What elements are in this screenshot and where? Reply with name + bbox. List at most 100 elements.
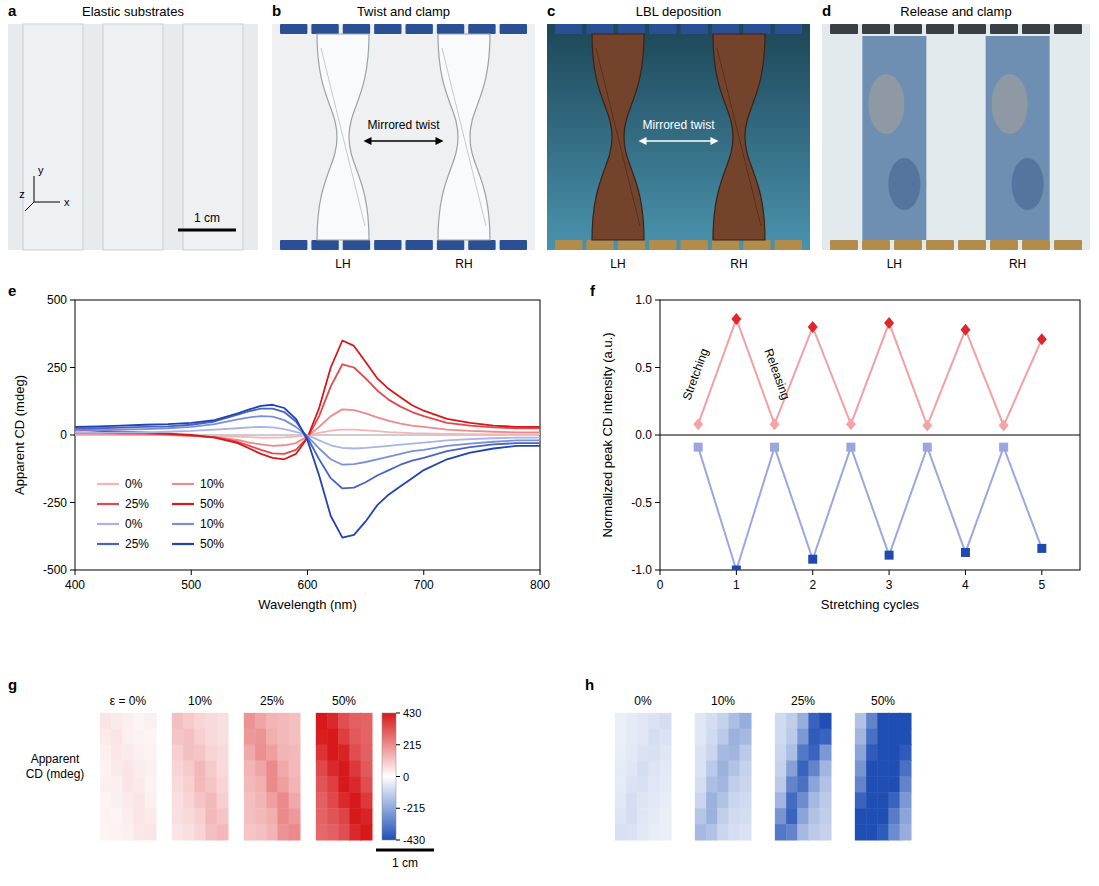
heat-cell: [889, 729, 901, 745]
heat-cell: [615, 761, 627, 777]
heat-cell: [637, 777, 649, 793]
heat-cell: [338, 713, 350, 729]
heat-cell: [877, 729, 889, 745]
x-tick-label: 1: [733, 578, 740, 592]
y-tick: [655, 435, 660, 436]
colorbar-tick: [396, 744, 400, 745]
heat-cell: [172, 729, 184, 745]
marker: [961, 548, 970, 557]
x-tick: [307, 570, 308, 575]
x-tick: [423, 570, 424, 575]
heat-cell: [134, 745, 146, 761]
heat-cell: [775, 777, 787, 793]
heat-cell: [820, 792, 832, 808]
map-title: 10%: [711, 694, 735, 708]
panel-g: [100, 713, 434, 850]
y-tick-label: -250: [43, 496, 67, 510]
clip: [990, 240, 1018, 250]
arrow-head: [364, 137, 372, 145]
clip: [894, 240, 922, 250]
annotation: Releasing: [762, 347, 793, 402]
heat-cell: [855, 729, 867, 745]
heat-cell: [615, 745, 627, 761]
heat-cell: [855, 808, 867, 824]
panel-letter: f: [590, 282, 596, 299]
marker: [770, 418, 780, 430]
x-tick: [965, 570, 966, 575]
x-tick: [540, 570, 541, 575]
y-tick-label: 0.0: [635, 428, 652, 442]
heat-cell: [786, 729, 798, 745]
heat-cell: [695, 824, 707, 840]
heat-cell: [316, 761, 328, 777]
colorbar-tick-label: 215: [403, 739, 421, 751]
heat-cell: [100, 729, 112, 745]
heat-cell: [111, 777, 123, 793]
heat-cell: [889, 824, 901, 840]
heat-cell: [278, 729, 290, 745]
x-tick: [191, 570, 192, 575]
y-tick: [70, 435, 75, 436]
heat-cell: [217, 824, 229, 840]
data-group: [75, 341, 540, 538]
x-tick-label: 0: [657, 578, 664, 592]
heat-cell: [900, 792, 912, 808]
colorbar-tick-label: -215: [403, 802, 425, 814]
x-tick-label: 3: [886, 578, 893, 592]
heat-cell: [122, 729, 133, 745]
heat-cell: [889, 777, 901, 793]
clip: [343, 24, 370, 34]
heat-cell: [289, 808, 301, 824]
strip-label: LH: [887, 257, 902, 271]
heat-cell: [327, 729, 339, 745]
heat-cell: [289, 729, 301, 745]
heat-cell: [637, 745, 649, 761]
twisted-strip: [438, 34, 490, 240]
panel-title: LBL deposition: [636, 4, 722, 19]
heat-cell: [350, 824, 362, 840]
heat-cell: [183, 729, 195, 745]
photo-background: [8, 24, 258, 250]
heat-cell: [183, 713, 195, 729]
map-title: 50%: [871, 694, 895, 708]
heat-cell: [266, 713, 278, 729]
heat-cell: [626, 745, 638, 761]
heat-cell: [866, 808, 878, 824]
heat-cell: [316, 777, 328, 793]
strip-patch: [992, 74, 1028, 134]
heat-cell: [649, 824, 661, 840]
heat-cell: [361, 745, 373, 761]
x-tick-label: 5: [1038, 578, 1045, 592]
heat-cell: [134, 808, 146, 824]
heat-cell: [327, 745, 339, 761]
heat-cell: [660, 713, 672, 729]
clip: [894, 24, 922, 34]
heat-cell: [626, 713, 638, 729]
heat-cell: [289, 824, 301, 840]
heat-cell: [278, 745, 290, 761]
clip: [830, 240, 858, 250]
panel-h: [615, 713, 911, 840]
legend-swatch: [97, 483, 119, 485]
heat-cell: [786, 713, 798, 729]
heat-cell: [706, 777, 718, 793]
heat-cell: [100, 777, 112, 793]
heat-cell: [327, 824, 339, 840]
clip: [280, 240, 307, 250]
arrow-head: [711, 137, 719, 145]
heat-cell: [877, 792, 889, 808]
heat-cell: [615, 729, 627, 745]
x-tick-label: 2: [809, 578, 816, 592]
heat-cell: [361, 792, 373, 808]
heat-cell: [775, 745, 787, 761]
heat-cell: [809, 761, 821, 777]
x-tick: [812, 570, 813, 575]
heat-cell: [266, 792, 278, 808]
heat-cell: [338, 792, 350, 808]
heat-cell: [194, 745, 206, 761]
heat-cell: [350, 713, 362, 729]
panel-title: Twist and clamp: [357, 4, 450, 19]
heat-cell: [266, 808, 278, 824]
heat-cell: [361, 761, 373, 777]
heat-cell: [866, 777, 878, 793]
